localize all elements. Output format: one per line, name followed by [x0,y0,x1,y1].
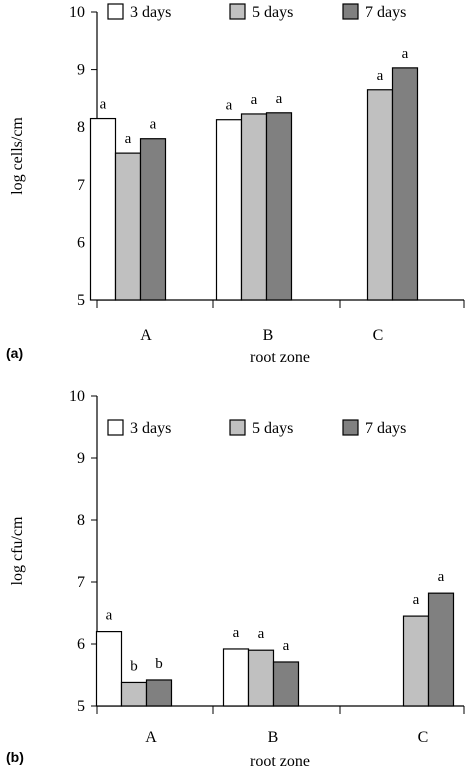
x-axis-title: root zone [250,753,310,770]
x-tick-label: A [145,729,157,746]
bar-C-series-3 [391,67,419,301]
bar-B-series-1 [215,119,243,301]
significance-letter: b [155,656,163,672]
y-axis-title: log cells/cm [9,117,26,195]
panel-label: (b) [6,749,24,765]
bar-A-series-1 [89,117,117,301]
significance-letter: a [283,638,290,654]
legend-swatch-3 [342,419,359,436]
y-tick-label: 8 [77,512,85,529]
legend-swatch-2 [229,419,246,436]
significance-letter: a [438,569,445,585]
x-tick-label: C [418,729,429,746]
x-axis-title: root zone [250,349,310,366]
significance-letter: a [125,131,132,147]
legend-label-3: 7 days [365,4,406,21]
y-tick-label: 9 [77,62,85,79]
y-tick-label: 8 [77,119,85,136]
y-tick-label: 9 [77,450,85,467]
significance-letter: a [413,592,420,608]
y-tick-label: 7 [77,574,85,591]
significance-letter: a [377,68,384,84]
bar-C-series-2 [402,615,430,707]
bar-B-series-1 [222,648,250,707]
bar-B-series-3 [272,661,300,707]
bar-B-series-2 [247,649,275,707]
bar-B-series-2 [240,113,268,301]
significance-letter: a [106,608,113,624]
legend-label-1: 3 days [130,420,171,437]
x-tick-label: B [263,327,274,344]
y-tick-label: 10 [69,388,85,405]
bar-A-series-2 [120,681,148,707]
bar-A-series-3 [139,138,167,301]
bar-A-series-2 [114,152,142,301]
y-axis-title: log cfu/cm [9,516,26,585]
y-tick-label: 5 [77,698,85,715]
significance-letter: a [251,92,258,108]
x-tick-label: B [268,729,279,746]
y-tick-label: 6 [77,636,85,653]
panel-label: (a) [6,345,23,361]
y-tick-label: 5 [77,292,85,309]
y-tick-label: 7 [77,177,85,194]
legend-swatch-1 [107,419,124,436]
y-tick-label: 10 [69,4,85,21]
bar-A-series-3 [145,679,173,707]
significance-letter: a [276,91,283,107]
significance-letter: a [402,46,409,62]
bar-C-series-2 [366,89,394,301]
significance-letter: a [258,626,265,642]
legend-label-1: 3 days [130,4,171,21]
legend-label-2: 5 days [252,4,293,21]
bar-C-series-3 [427,592,455,707]
significance-letter: b [130,658,138,674]
bar-A-series-1 [95,630,123,707]
significance-letter: a [100,97,107,113]
x-tick-label: A [140,327,152,344]
legend-label-2: 5 days [252,420,293,437]
significance-letter: a [233,625,240,641]
significance-letter: a [150,117,157,133]
legend-label-3: 7 days [365,420,406,437]
legend-swatch-2 [229,3,246,20]
x-tick-label: C [373,327,384,344]
bar-B-series-3 [265,112,293,301]
legend-swatch-3 [342,3,359,20]
significance-letter: a [226,98,233,114]
legend-swatch-1 [107,3,124,20]
y-tick-label: 6 [77,234,85,251]
